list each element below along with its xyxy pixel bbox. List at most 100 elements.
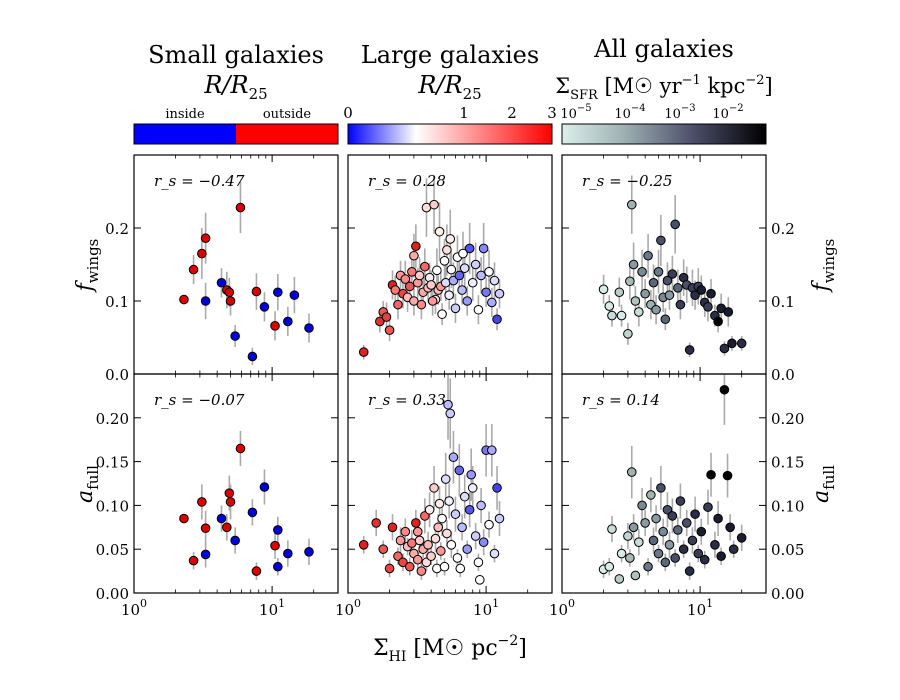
- colorbar-all-tick-1: 10−4: [614, 103, 645, 122]
- data-point: [452, 553, 463, 563]
- colorbar-large-tick-3: 3: [547, 104, 557, 122]
- plot-area: [598, 374, 747, 584]
- data-point: [713, 316, 723, 327]
- data-point: [598, 284, 609, 295]
- data-point: [651, 304, 661, 315]
- panel-frame: [133, 373, 339, 594]
- data-point: [481, 287, 491, 298]
- panel-small-afull: 0.00 0.05 0.10 0.15 0.20 100 101 r_s = −0.07: [96, 373, 339, 619]
- data-point: [651, 513, 661, 524]
- data-point: [454, 270, 465, 281]
- data-point: [384, 563, 395, 574]
- data-point: [404, 561, 415, 572]
- data-point: [200, 233, 211, 244]
- data-point: [637, 267, 647, 277]
- plot-area: [358, 374, 505, 585]
- correlation-annotation: r_s = −0.07: [154, 391, 245, 409]
- y-tick-label: 0.15: [771, 454, 804, 472]
- data-point: [395, 535, 406, 546]
- data-point: [381, 312, 392, 322]
- data-point: [416, 566, 427, 576]
- data-point: [235, 202, 246, 213]
- colorbar-large-tick-2: 2: [507, 104, 517, 122]
- correlation-annotation: r_s = 0.33: [368, 391, 446, 409]
- data-point: [375, 316, 385, 327]
- correlation-annotation: r_s = 0.14: [582, 391, 660, 409]
- data-point: [607, 310, 617, 321]
- data-point: [725, 522, 735, 533]
- data-point: [270, 321, 280, 331]
- data-point: [690, 509, 700, 519]
- data-point: [200, 296, 211, 306]
- y-tick-label: 0.05: [96, 541, 129, 559]
- data-point: [216, 513, 227, 524]
- y-tick-label: 0.10: [771, 497, 804, 515]
- data-point: [273, 287, 283, 298]
- data-point: [616, 548, 627, 559]
- data-point: [670, 553, 680, 563]
- data-point: [492, 483, 502, 493]
- data-point: [427, 296, 438, 306]
- data-point: [693, 548, 704, 559]
- data-point: [710, 540, 720, 550]
- data-point: [439, 256, 450, 266]
- title-small-line2: R/R25: [203, 71, 267, 103]
- panel-large-afull: 100 101 r_s = 0.33: [335, 373, 553, 619]
- data-point: [445, 234, 456, 244]
- data-point: [696, 526, 707, 537]
- data-point: [304, 547, 314, 557]
- data-point: [411, 241, 421, 252]
- title-all-line2: ΣSFR [M☉ yr−1 kpc−2]: [555, 73, 773, 103]
- data-point: [662, 275, 673, 286]
- data-point: [716, 551, 726, 562]
- y-tick-label: 0.15: [96, 454, 129, 472]
- data-point: [722, 470, 733, 481]
- title-small-line1: Small galaxies: [148, 41, 324, 69]
- y-tick-label: 0.00: [96, 585, 129, 603]
- column-titles: Small galaxies R/R25 Large galaxies R/R2…: [148, 35, 773, 103]
- y-tick-label: 0.2: [105, 220, 129, 238]
- data-point: [197, 497, 207, 507]
- data-point: [489, 275, 500, 286]
- correlation-annotation: r_s = 0.28: [368, 172, 446, 190]
- data-point: [607, 524, 617, 534]
- panel-frame: [561, 373, 767, 594]
- data-point: [630, 570, 641, 581]
- y-tick-label: 0.1: [105, 293, 129, 311]
- data-point: [673, 525, 683, 535]
- data-point: [426, 551, 436, 562]
- data-point: [664, 540, 675, 550]
- colorbar-small-outside: [236, 124, 338, 144]
- data-point: [247, 507, 258, 518]
- data-point: [414, 535, 425, 546]
- data-point: [628, 259, 639, 270]
- data-point: [643, 250, 653, 261]
- y-tick-label: 0.0: [105, 366, 129, 384]
- data-point: [444, 290, 454, 300]
- data-point: [658, 526, 668, 537]
- data-point: [614, 287, 625, 298]
- data-point: [450, 303, 461, 314]
- data-point: [429, 199, 439, 210]
- data-point: [437, 513, 447, 524]
- data-point: [433, 522, 444, 533]
- data-point: [400, 274, 411, 284]
- data-point: [625, 276, 635, 287]
- y-tick-label: 0.00: [771, 585, 804, 603]
- data-point: [462, 296, 473, 306]
- data-point: [414, 270, 425, 281]
- data-point: [653, 548, 664, 559]
- data-point: [634, 537, 644, 547]
- data-point: [430, 533, 441, 544]
- data-point: [407, 267, 417, 277]
- data-point: [623, 329, 633, 339]
- data-point: [436, 546, 446, 556]
- data-point: [225, 296, 236, 306]
- data-point: [470, 259, 481, 270]
- data-point: [462, 544, 473, 555]
- data-point: [225, 497, 236, 507]
- data-point: [235, 443, 246, 454]
- data-point: [398, 557, 408, 568]
- data-point: [457, 522, 467, 533]
